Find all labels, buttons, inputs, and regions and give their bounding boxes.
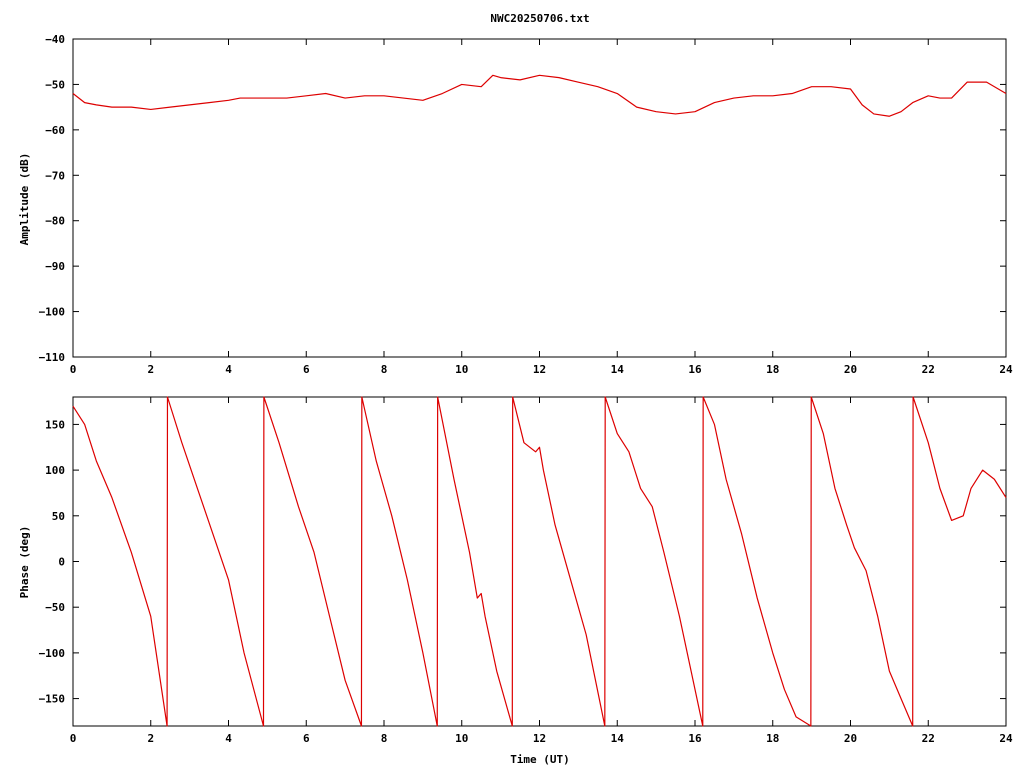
phase-x-tick-label: 8	[381, 732, 388, 745]
amplitude-y-tick-label: −90	[45, 260, 65, 273]
amplitude-x-tick-label: 16	[688, 363, 702, 376]
phase-y-tick-label: 100	[45, 464, 65, 477]
amplitude-x-tick-label: 4	[225, 363, 232, 376]
phase-x-tick-label: 10	[455, 732, 468, 745]
amplitude-x-tick-label: 18	[766, 363, 779, 376]
amplitude-x-tick-label: 20	[844, 363, 857, 376]
amplitude-panel: 0 2 4 6 8 10 12 14 16 18 20 22 24−110−100−90−80−70−6…	[39, 33, 1013, 376]
amplitude-x-tick-label: 14	[611, 363, 625, 376]
phase-x-tick-label: 0	[70, 732, 77, 745]
phase-x-tick-label: 14	[611, 732, 625, 745]
phase-y-tick-label: 50	[52, 510, 65, 523]
phase-axis-label: Phase (deg)	[18, 526, 31, 599]
amplitude-series-line	[72, 74, 1007, 117]
phase-y-tick-label: −150	[39, 693, 66, 706]
amplitude-x-tick-label: 6	[303, 363, 310, 376]
phase-panel: 0 2 4 6 8 10 12 14 16 18 20 22 24−150−100−5005010015…	[39, 396, 1013, 745]
amplitude-y-tick-label: −60	[45, 124, 65, 137]
amplitude-x-tick-label: 0	[70, 363, 77, 376]
phase-y-tick-label: 150	[45, 418, 65, 431]
amplitude-x-tick-label: 24	[999, 363, 1013, 376]
amplitude-y-tick-label: −40	[45, 33, 65, 46]
phase-x-tick-label: 20	[844, 732, 857, 745]
amplitude-y-tick-label: −50	[45, 78, 65, 91]
amplitude-y-tick-label: −110	[39, 351, 66, 364]
phase-series-line	[72, 396, 1007, 727]
phase-x-tick-label: 12	[533, 732, 546, 745]
phase-y-tick-label: −100	[39, 647, 66, 660]
phase-y-tick-label: −50	[45, 601, 65, 614]
phase-x-tick-label: 18	[766, 732, 779, 745]
amplitude-y-tick-label: −80	[45, 215, 65, 228]
amplitude-x-tick-label: 2	[147, 363, 154, 376]
phase-x-tick-label: 22	[922, 732, 935, 745]
amplitude-x-tick-label: 22	[922, 363, 935, 376]
time-axis-label: Time (UT)	[510, 753, 570, 766]
phase-x-tick-label: 16	[688, 732, 702, 745]
amplitude-x-tick-label: 12	[533, 363, 546, 376]
chart-title: NWC20250706.txt	[490, 12, 589, 25]
phase-x-tick-label: 4	[225, 732, 232, 745]
amplitude-y-tick-label: −100	[39, 306, 66, 319]
amplitude-axis-label: Amplitude (dB)	[18, 153, 31, 246]
phase-x-tick-label: 2	[147, 732, 154, 745]
amplitude-y-tick-label: −70	[45, 169, 65, 182]
phase-x-tick-label: 24	[999, 732, 1013, 745]
amplitude-x-tick-label: 10	[455, 363, 468, 376]
phase-x-tick-label: 6	[303, 732, 310, 745]
phase-y-tick-label: 0	[58, 556, 65, 569]
amplitude-x-tick-label: 8	[381, 363, 388, 376]
